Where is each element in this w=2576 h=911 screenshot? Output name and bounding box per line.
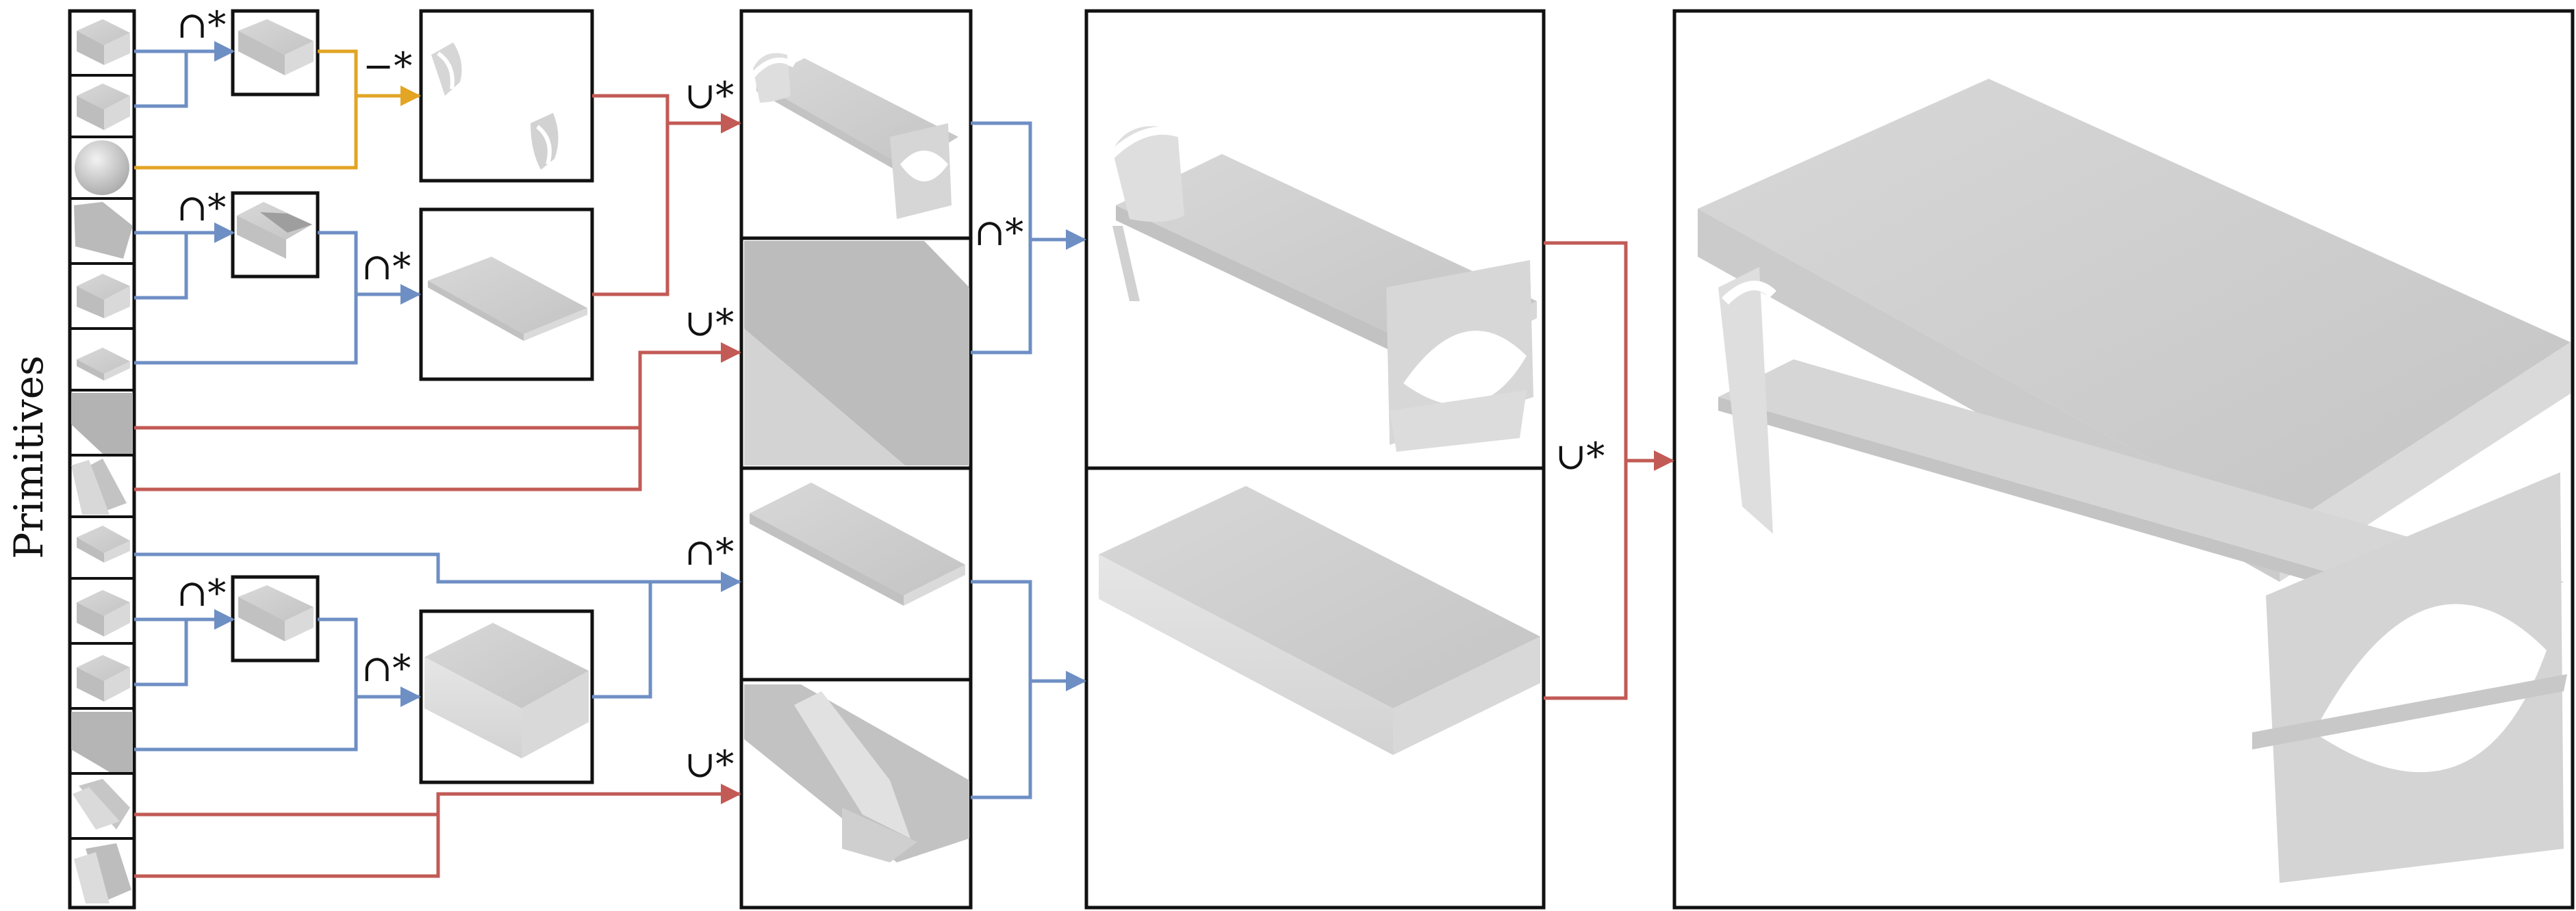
primitive-2 (77, 84, 130, 130)
primitive-10 (77, 590, 130, 637)
thin-plate-small-shape (750, 483, 965, 606)
slab-crop-shape (744, 241, 969, 465)
op-subtract-1: −* (363, 44, 412, 88)
op-intersect-4: ∩* (685, 530, 734, 574)
op-intersect-2: ∩* (177, 186, 226, 229)
primitive-8 (71, 459, 127, 515)
primitive-9 (77, 526, 130, 563)
op-union-3: ∪* (685, 743, 734, 786)
final-table-shape (1698, 79, 2571, 883)
box-result-shape (238, 19, 314, 75)
bed-frame-small-shape (749, 53, 958, 219)
tilted-box-result-shape (237, 202, 312, 259)
primitive-4 (74, 202, 133, 259)
tilted-plate-small-shape (744, 684, 969, 862)
table-top-shape (1099, 486, 1540, 755)
op-union-1: ∪* (685, 74, 734, 117)
box-result-shape-2 (238, 585, 314, 641)
primitives-label: Primitives (5, 355, 52, 559)
primitive-6 (77, 348, 130, 381)
op-intersect-7: ∩* (974, 211, 1023, 254)
primitive-11 (77, 655, 130, 702)
op-intersect-5: ∩* (177, 572, 226, 615)
op-intersect-3: ∩* (361, 245, 411, 288)
primitive-14 (74, 843, 131, 903)
primitive-12 (71, 712, 133, 772)
op-intersect-6: ∩* (361, 647, 411, 690)
cylindrical-cutout-result-shape (431, 42, 559, 170)
op-union-final: ∪* (1555, 435, 1605, 478)
primitive-3 (75, 140, 129, 195)
thin-plate-result-shape (428, 257, 587, 341)
large-box-result-shape (424, 623, 589, 758)
primitive-7 (71, 393, 133, 454)
op-union-2: ∪* (685, 301, 734, 344)
primitive-1 (77, 19, 130, 65)
operator-labels: ∩* −* ∩* ∩* ∪* ∪* ∩* ∩* ∩* ∪* ∩* ∪* (177, 3, 1605, 786)
primitive-13 (73, 779, 130, 830)
wires (134, 41, 1674, 878)
table-frame-shape (1106, 126, 1537, 452)
result-box-4 (419, 9, 594, 183)
primitives-column (68, 9, 136, 910)
primitive-5 (77, 274, 130, 318)
op-intersect-1: ∩* (177, 3, 226, 47)
